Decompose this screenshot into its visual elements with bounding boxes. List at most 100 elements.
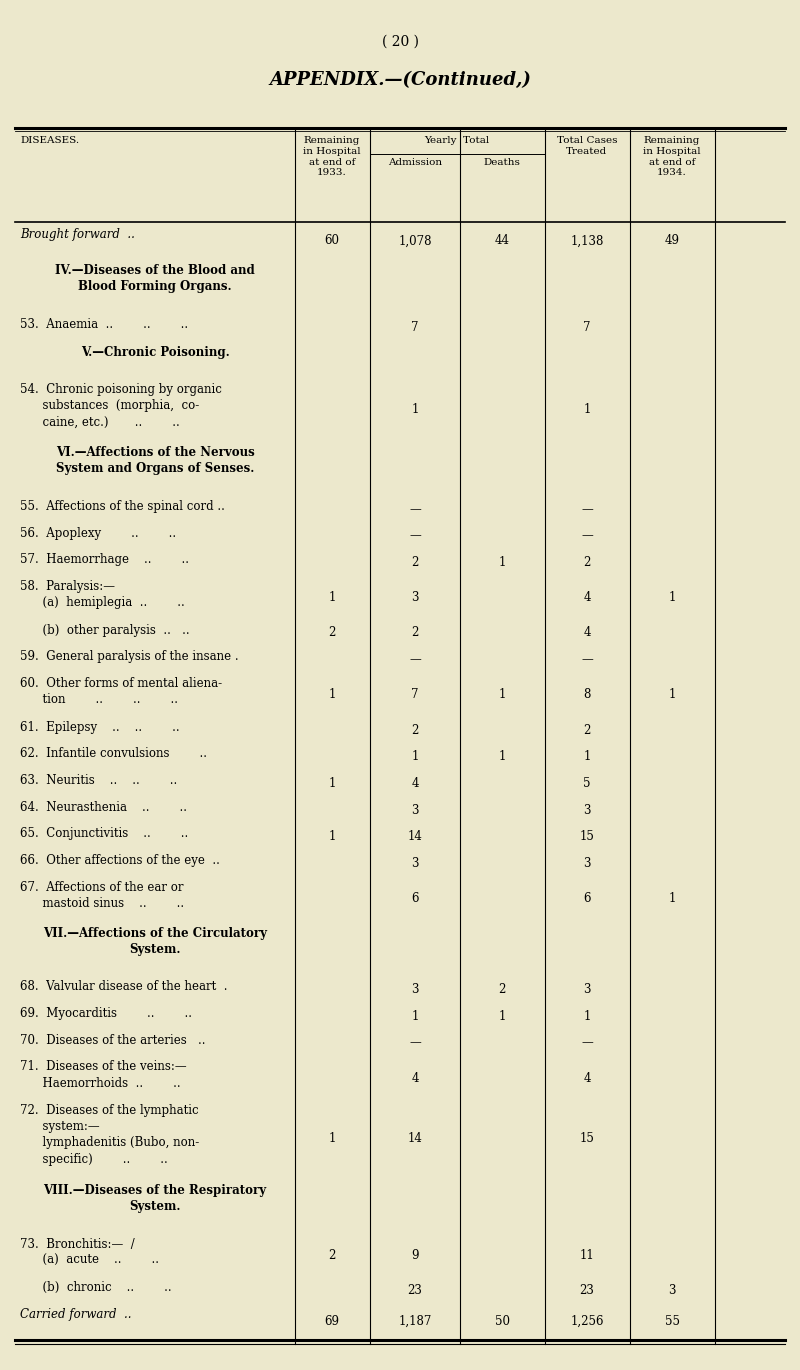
Text: 63.  Neuritis    ..    ..        ..: 63. Neuritis .. .. ..: [20, 774, 178, 788]
Text: 1: 1: [583, 403, 590, 416]
Text: 2: 2: [583, 556, 590, 569]
Text: 1: 1: [328, 592, 336, 604]
Text: 1: 1: [411, 403, 418, 416]
Text: specific)        ..        ..: specific) .. ..: [20, 1152, 168, 1166]
Text: 15: 15: [579, 830, 594, 844]
Text: 3: 3: [411, 858, 418, 870]
Text: 7: 7: [411, 321, 418, 334]
Text: 3: 3: [411, 592, 418, 604]
Text: 2: 2: [411, 556, 418, 569]
Text: 2: 2: [498, 984, 506, 996]
Text: System and Organs of Senses.: System and Organs of Senses.: [56, 462, 254, 475]
Text: caine, etc.)       ..        ..: caine, etc.) .. ..: [20, 415, 180, 429]
Text: 1: 1: [328, 777, 336, 790]
Text: —: —: [581, 1037, 593, 1049]
Text: 23: 23: [407, 1284, 422, 1297]
Text: Blood Forming Organs.: Blood Forming Organs.: [78, 281, 232, 293]
Text: (a)  hemiplegia  ..        ..: (a) hemiplegia .. ..: [20, 596, 185, 610]
Text: lymphadenitis (Bubo, non-: lymphadenitis (Bubo, non-: [20, 1137, 199, 1149]
Text: (b)  other paralysis  ..   ..: (b) other paralysis .. ..: [20, 623, 190, 637]
Text: Yearly  Total: Yearly Total: [424, 136, 490, 145]
Text: 15: 15: [579, 1133, 594, 1145]
Text: 14: 14: [407, 830, 422, 844]
Text: 3: 3: [411, 804, 418, 817]
Text: ( 20 ): ( 20 ): [382, 36, 418, 49]
Text: (b)  chronic    ..        ..: (b) chronic .. ..: [20, 1281, 172, 1295]
Text: 61.  Epilepsy    ..    ..        ..: 61. Epilepsy .. .. ..: [20, 721, 180, 734]
Text: DISEASES.: DISEASES.: [20, 136, 79, 145]
Text: 53.  Anaemia  ..        ..        ..: 53. Anaemia .. .. ..: [20, 318, 188, 330]
Text: 72.  Diseases of the lymphatic: 72. Diseases of the lymphatic: [20, 1104, 198, 1117]
Text: Remaining
in Hospital
at end of
1934.: Remaining in Hospital at end of 1934.: [643, 136, 701, 177]
Text: 1,078: 1,078: [398, 234, 432, 248]
Text: 2: 2: [328, 626, 336, 640]
Text: 9: 9: [411, 1249, 418, 1262]
Text: 1,187: 1,187: [398, 1314, 432, 1328]
Text: APPENDIX.—(Continued,): APPENDIX.—(Continued,): [269, 71, 531, 89]
Text: 7: 7: [583, 321, 590, 334]
Text: VIII.—Diseases of the Respiratory: VIII.—Diseases of the Respiratory: [43, 1184, 266, 1197]
Text: 1: 1: [328, 688, 336, 701]
Text: 23: 23: [579, 1284, 594, 1297]
Text: 1: 1: [328, 830, 336, 844]
Text: 1: 1: [668, 592, 676, 604]
Text: 69.  Myocarditis        ..        ..: 69. Myocarditis .. ..: [20, 1007, 192, 1021]
Text: —: —: [581, 529, 593, 543]
Text: 49: 49: [665, 234, 679, 248]
Text: 69: 69: [325, 1314, 339, 1328]
Text: 1: 1: [328, 1133, 336, 1145]
Text: —: —: [409, 1037, 421, 1049]
Text: Brought forward  ..: Brought forward ..: [20, 227, 135, 241]
Text: 8: 8: [583, 688, 590, 701]
Text: 1,138: 1,138: [570, 234, 604, 248]
Text: 4: 4: [583, 626, 590, 640]
Text: —: —: [581, 653, 593, 666]
Text: 1: 1: [668, 892, 676, 906]
Text: 59.  General paralysis of the insane .: 59. General paralysis of the insane .: [20, 651, 238, 663]
Text: 2: 2: [411, 626, 418, 640]
Text: 66.  Other affections of the eye  ..: 66. Other affections of the eye ..: [20, 854, 220, 867]
Text: 4: 4: [411, 777, 418, 790]
Text: Total Cases
Treated: Total Cases Treated: [557, 136, 618, 156]
Text: 55: 55: [665, 1314, 679, 1328]
Text: substances  (morphia,  co-: substances (morphia, co-: [20, 400, 199, 412]
Text: System.: System.: [130, 943, 181, 956]
Text: VI.—Affections of the Nervous: VI.—Affections of the Nervous: [56, 447, 254, 459]
Text: 70.  Diseases of the arteries   ..: 70. Diseases of the arteries ..: [20, 1034, 206, 1047]
Text: Carried forward  ..: Carried forward ..: [20, 1308, 131, 1321]
Text: 54.  Chronic poisoning by organic: 54. Chronic poisoning by organic: [20, 384, 222, 396]
Text: 3: 3: [583, 804, 590, 817]
Text: 7: 7: [411, 688, 418, 701]
Text: 60.  Other forms of mental aliena-: 60. Other forms of mental aliena-: [20, 677, 222, 690]
Text: 3: 3: [583, 858, 590, 870]
Text: 57.  Haemorrhage    ..        ..: 57. Haemorrhage .. ..: [20, 553, 189, 566]
Text: 1: 1: [411, 1010, 418, 1023]
Text: 1,256: 1,256: [570, 1314, 604, 1328]
Text: Admission: Admission: [388, 158, 442, 167]
Text: 6: 6: [583, 892, 590, 906]
Text: 1: 1: [668, 688, 676, 701]
Text: 64.  Neurasthenia    ..        ..: 64. Neurasthenia .. ..: [20, 801, 187, 814]
Text: mastoid sinus    ..        ..: mastoid sinus .. ..: [20, 897, 184, 910]
Text: VII.—Affections of the Circulatory: VII.—Affections of the Circulatory: [43, 926, 267, 940]
Text: 67.  Affections of the ear or: 67. Affections of the ear or: [20, 881, 183, 893]
Text: 1: 1: [498, 751, 506, 763]
Text: 3: 3: [668, 1284, 676, 1297]
Text: 11: 11: [580, 1249, 594, 1262]
Text: 44: 44: [494, 234, 510, 248]
Text: 65.  Conjunctivitis    ..        ..: 65. Conjunctivitis .. ..: [20, 827, 188, 840]
Text: 2: 2: [328, 1249, 336, 1262]
Text: 3: 3: [411, 984, 418, 996]
Text: —: —: [409, 653, 421, 666]
Text: —: —: [581, 503, 593, 515]
Text: 68.  Valvular disease of the heart  .: 68. Valvular disease of the heart .: [20, 981, 227, 993]
Text: System.: System.: [130, 1200, 181, 1212]
Text: 2: 2: [583, 723, 590, 737]
Text: Deaths: Deaths: [483, 158, 521, 167]
Text: 2: 2: [411, 723, 418, 737]
Text: 6: 6: [411, 892, 418, 906]
Text: 60: 60: [325, 234, 339, 248]
Text: system:—: system:—: [20, 1121, 100, 1133]
Text: 3: 3: [583, 984, 590, 996]
Text: 1: 1: [498, 688, 506, 701]
